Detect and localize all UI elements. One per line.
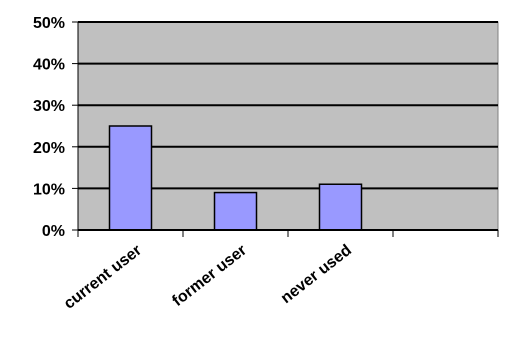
y-tick-label: 10%	[33, 181, 65, 198]
y-tick-label: 20%	[33, 140, 65, 157]
x-tick-label: former user	[169, 242, 250, 310]
axes	[72, 21, 499, 237]
y-tick-label: 30%	[33, 98, 65, 115]
x-tick-label: current user	[61, 242, 145, 313]
bar-current-user	[108, 125, 153, 231]
y-tick-label: 0%	[42, 223, 65, 240]
y-tick-labels: 0% 10% 20% 30% 40% 50%	[33, 15, 65, 240]
x-tick-labels: current user former user never used	[61, 242, 355, 313]
y-tick-label: 50%	[33, 15, 65, 32]
bar-never-used	[318, 183, 363, 231]
bar-former-user	[213, 191, 258, 231]
x-tick-label: never used	[278, 242, 355, 307]
y-tick-label: 40%	[33, 57, 65, 74]
